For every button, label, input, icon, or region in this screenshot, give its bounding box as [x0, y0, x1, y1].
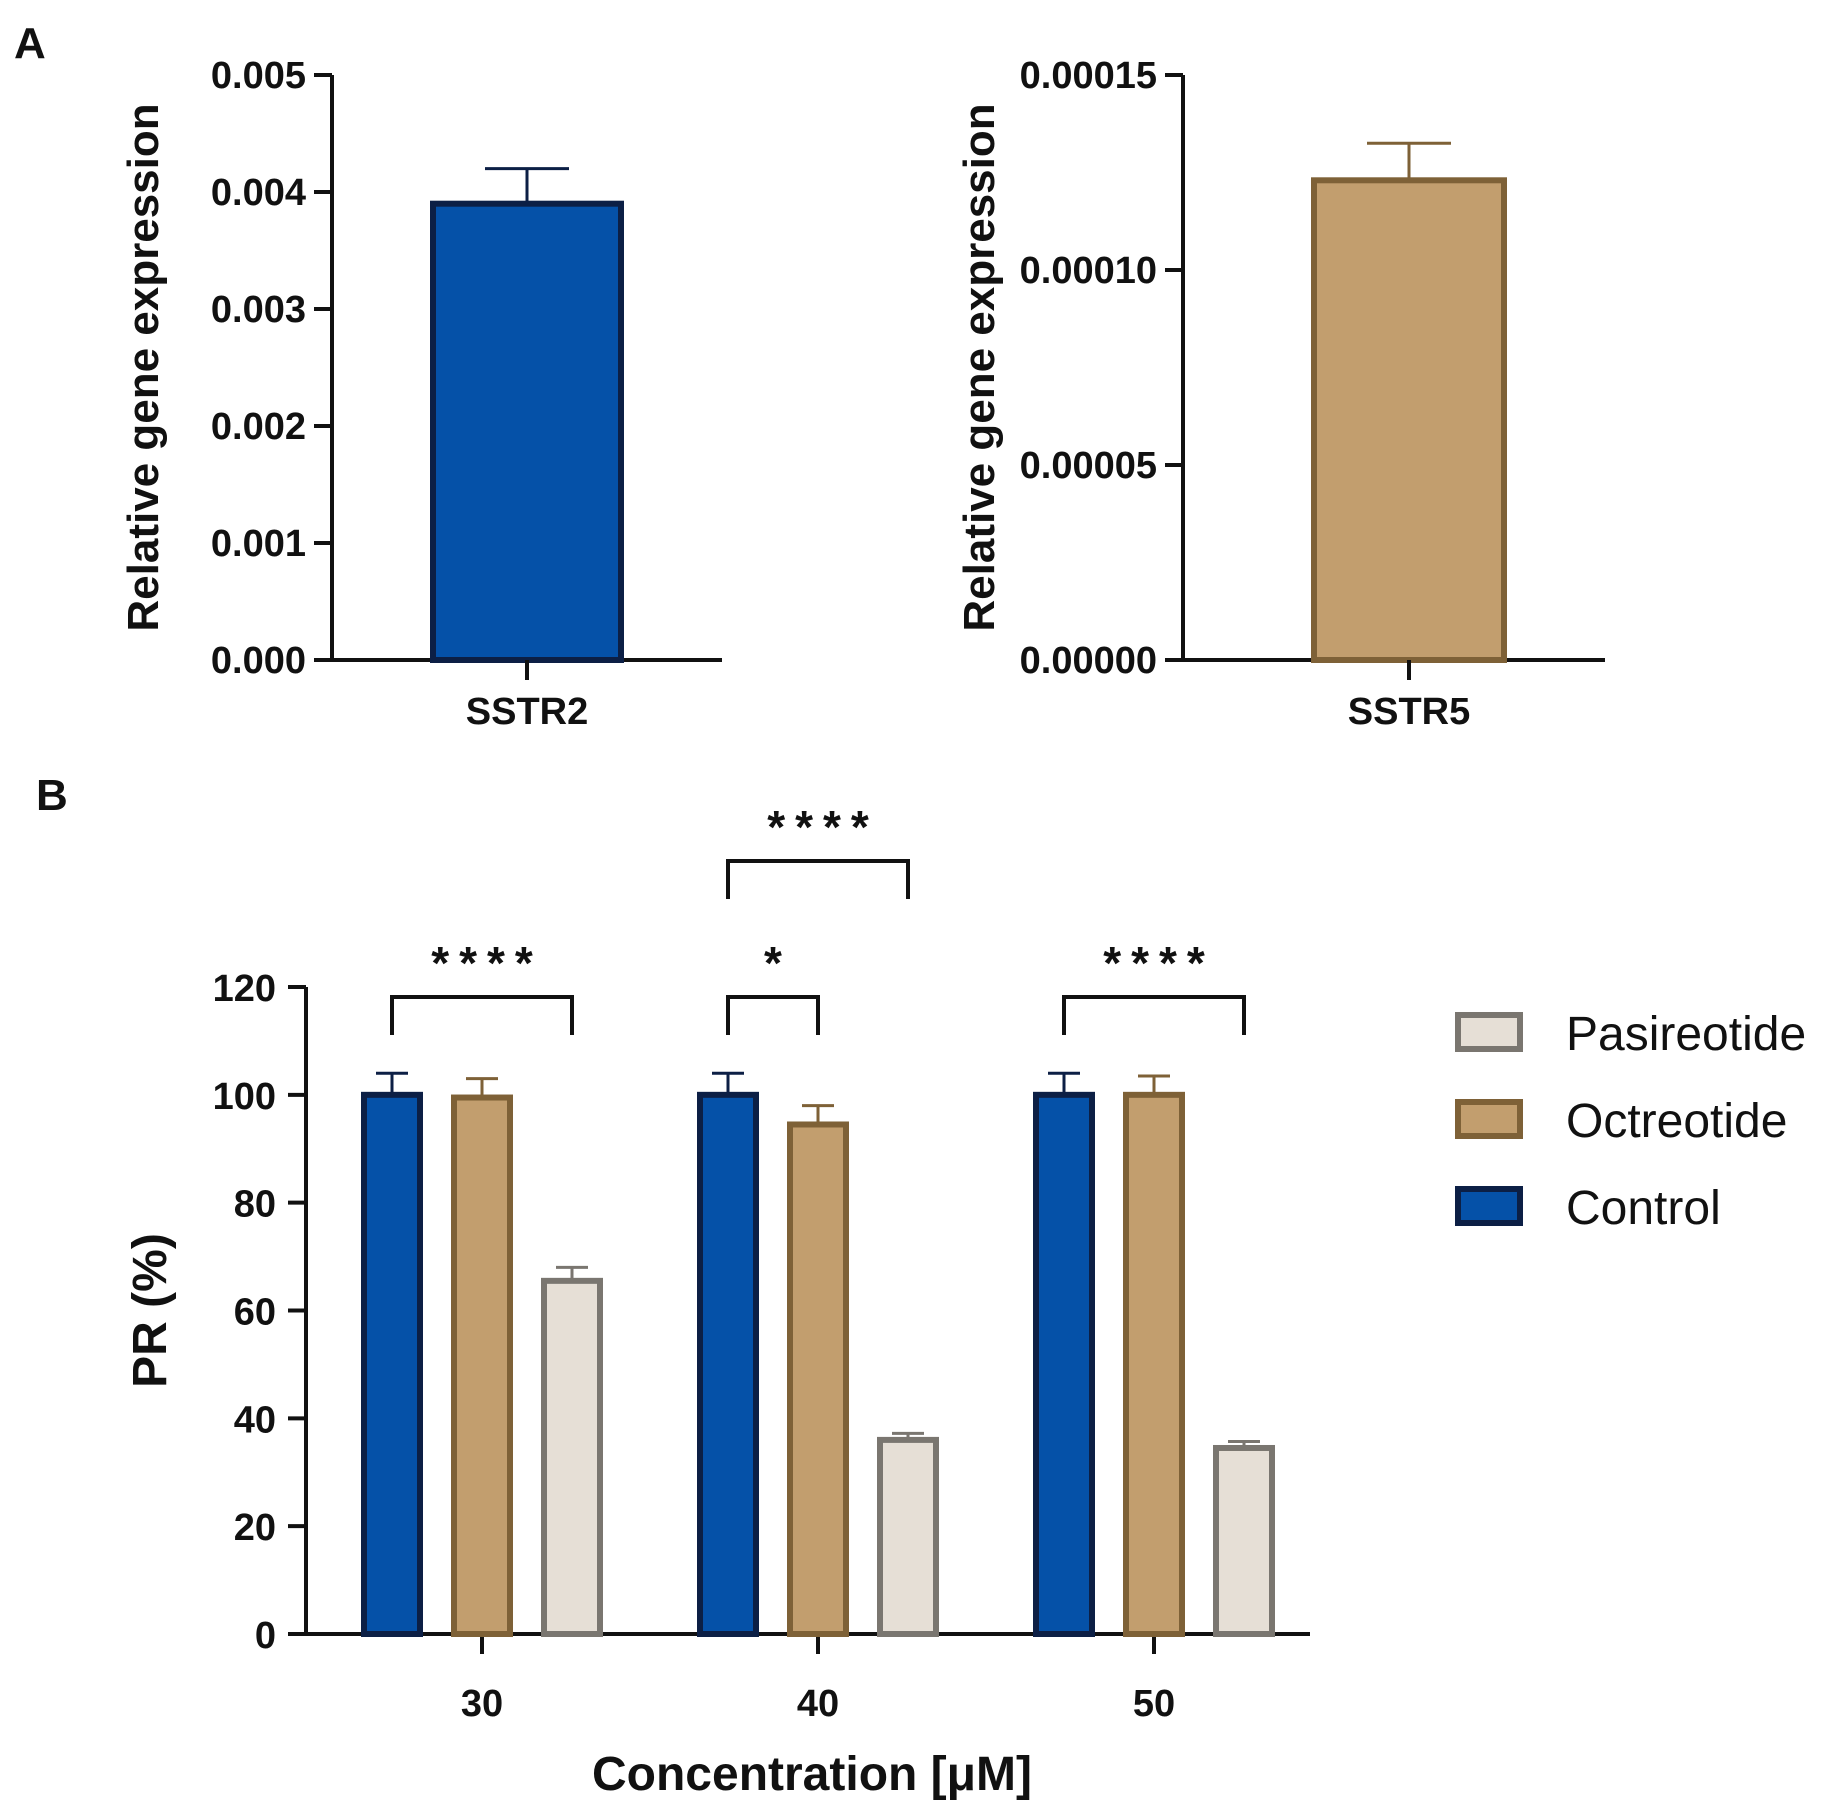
y-tick-label: 0.00015 — [1020, 55, 1157, 97]
x-tick-label: SSTR2 — [466, 691, 588, 733]
y-tick-label: 120 — [213, 968, 276, 1010]
y-tick-label: 20 — [234, 1507, 276, 1549]
bar-sstr2 — [430, 200, 624, 663]
x-tick-label: 40 — [797, 1683, 839, 1725]
y-tick-label: 80 — [234, 1184, 276, 1226]
y-tick-label: 0.003 — [211, 289, 306, 331]
significance-label: * — [764, 937, 792, 989]
y-tick-label: 0.005 — [211, 55, 306, 97]
chart-sstr5: 0.00000 0.00005 0.00010 0.00015 Relative gen… — [955, 55, 1605, 733]
y-tick-label: 0.002 — [211, 406, 306, 448]
y-tick-label: 0.00000 — [1020, 640, 1157, 682]
y-tick-label: 0.00010 — [1020, 250, 1157, 292]
significance-label: **** — [767, 801, 879, 853]
y-tick-label: 0.001 — [211, 523, 306, 565]
y-tick-label: 0.00005 — [1020, 445, 1157, 487]
y-tick-label: 0 — [255, 1615, 276, 1657]
legend-swatch-pasireotide — [1455, 1012, 1523, 1052]
significance-bracket — [1062, 995, 1246, 1035]
bar-pasireotide-50 — [1213, 1444, 1275, 1638]
bar-octreotide-50 — [1123, 1091, 1185, 1638]
y-tick-label: 0.000 — [211, 640, 306, 682]
bar-octreotide-40 — [787, 1121, 849, 1638]
x-tick-label: 50 — [1133, 1683, 1175, 1725]
y-axis-label: Relative gene expression — [119, 103, 168, 631]
bar-control-50 — [1033, 1091, 1095, 1638]
bar-octreotide-30 — [451, 1094, 513, 1637]
y-tick-label: 100 — [213, 1076, 276, 1118]
bar-control-40 — [697, 1091, 759, 1638]
legend-label-control: Control — [1566, 1182, 1721, 1235]
legend-swatch-control — [1455, 1186, 1523, 1226]
bar-control-30 — [361, 1091, 423, 1638]
chart-pr-concentration: 0 20 40 60 80 100 120 PR (%) Concentration [μM] 3… — [124, 801, 1310, 1801]
panel-letter-a: A — [14, 19, 46, 68]
y-tick-label: 40 — [234, 1399, 276, 1441]
panel-letter-b: B — [36, 771, 68, 820]
legend-swatch-octreotide — [1455, 1099, 1523, 1139]
significance-bracket — [390, 995, 574, 1035]
y-axis-label: PR (%) — [124, 1233, 177, 1388]
significance-label: **** — [1103, 937, 1215, 989]
x-tick-label: 30 — [461, 1683, 503, 1725]
chart-sstr2: 0.000 0.001 0.002 0.003 0.004 0.005 Relative g… — [119, 55, 722, 733]
bar-pasireotide-40 — [877, 1436, 939, 1638]
bar-sstr5 — [1311, 177, 1507, 664]
legend: Pasireotide Octreotide Control — [1455, 1008, 1806, 1235]
y-axis-label: Relative gene expression — [955, 103, 1004, 631]
y-tick-label: 60 — [234, 1292, 276, 1334]
legend-label-pasireotide: Pasireotide — [1566, 1008, 1806, 1061]
y-tick-label: 0.004 — [211, 172, 306, 214]
legend-label-octreotide: Octreotide — [1566, 1095, 1787, 1148]
bar-pasireotide-30 — [541, 1277, 603, 1637]
significance-label: **** — [431, 937, 543, 989]
significance-bracket — [726, 995, 820, 1035]
x-axis-label: Concentration [μM] — [592, 1748, 1032, 1801]
significance-bracket — [726, 859, 910, 899]
x-tick-label: SSTR5 — [1348, 691, 1470, 733]
